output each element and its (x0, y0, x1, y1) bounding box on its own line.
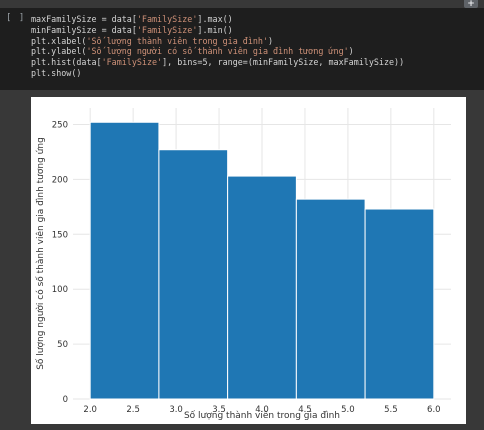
code-token: plt.ylabel( (31, 46, 87, 57)
code-token: ) (348, 46, 354, 57)
histogram-bar (295, 198, 366, 400)
x-tick-label: 5.5 (384, 405, 398, 415)
histogram-bar (158, 149, 229, 400)
y-tick-label: 250 (52, 120, 68, 130)
notebook-code-cell: [ ] maxFamilySize = data['FamilySize'].m… (0, 8, 484, 430)
y-tick-label: 200 (52, 175, 68, 185)
x-tick-labels: 2.0 2.5 3.0 3.5 4.0 4.5 5.0 5.5 6.0 (83, 405, 440, 415)
histogram-bar (364, 208, 435, 400)
code-line: plt.hist(data['FamilySize'], bins=5, ran… (31, 57, 404, 68)
code-token: ) (268, 35, 274, 46)
code-token: 'FamilySize' (136, 24, 198, 35)
code-token: minFamilySize = data[ (31, 24, 137, 35)
code-token: plt.hist(data[ (31, 57, 102, 68)
y-tick-labels: 0 50 100 150 200 250 (52, 120, 68, 405)
y-tick-label: 50 (57, 340, 68, 350)
x-tick-label: 4.0 (255, 405, 269, 415)
x-tick-label: 2.0 (83, 405, 97, 415)
code-text[interactable]: maxFamilySize = data['FamilySize'].max()… (31, 14, 404, 79)
code-line: minFamilySize = data['FamilySize'].min() (31, 25, 404, 36)
histogram-chart: 2.0 2.5 3.0 3.5 4.0 4.5 5.0 5.5 6.0 0 50 100 150 200… (35, 108, 451, 421)
code-token: 'FamilySize' (136, 14, 198, 24)
code-line: maxFamilySize = data['FamilySize'].max() (31, 14, 404, 25)
plot-area: 2.0 2.5 3.0 3.5 4.0 4.5 5.0 5.5 6.0 0 50 100 150 200… (31, 97, 466, 424)
code-token: 'FamilySize' (101, 57, 163, 68)
code-token: ].min() (197, 24, 233, 35)
code-token: plt.xlabel( (31, 35, 87, 46)
y-tick-label: 150 (52, 230, 68, 240)
code-line: plt.ylabel('Số lượng người có số thành v… (31, 46, 404, 57)
code-token: ], bins=5, range=(minFamilySize, maxFami… (162, 57, 405, 68)
y-axis-label: Số lượng người có số thành viên gia đình… (35, 137, 46, 370)
code-editor[interactable]: [ ] maxFamilySize = data['FamilySize'].m… (0, 8, 484, 90)
histogram-bar (227, 175, 297, 400)
y-tick-label: 100 (52, 285, 68, 295)
x-tick-label: 3.5 (212, 405, 226, 415)
code-line: plt.show() (31, 68, 404, 79)
code-token: maxFamilySize = data[ (31, 14, 137, 24)
histogram-bar (89, 121, 160, 400)
y-tick-label: 0 (63, 395, 68, 405)
code-token: ].max() (197, 14, 233, 24)
add-cell-button[interactable]: + (464, 0, 478, 9)
code-line: plt.xlabel('Số lượng thành viên trong gi… (31, 36, 404, 47)
code-token: 'Số lượng thành viên trong gia đình' (86, 35, 268, 46)
code-token: plt.show() (31, 67, 82, 78)
x-tick-label: 4.5 (298, 405, 312, 415)
x-tick-label: 2.5 (126, 405, 140, 415)
cell-output: 2.0 2.5 3.0 3.5 4.0 4.5 5.0 5.5 6.0 0 50 100 150 200… (0, 90, 484, 430)
x-tick-label: 3.0 (169, 405, 183, 415)
code-token: 'Số lượng người có số thành viên gia đìn… (86, 46, 349, 57)
run-cell-button[interactable]: [ ] (6, 13, 26, 23)
histogram-bars (89, 121, 435, 400)
x-tick-label: 5.0 (341, 405, 355, 415)
x-tick-label: 6.0 (427, 405, 441, 415)
x-axis-label: Số lượng thành viên trong gia đình (184, 410, 340, 421)
